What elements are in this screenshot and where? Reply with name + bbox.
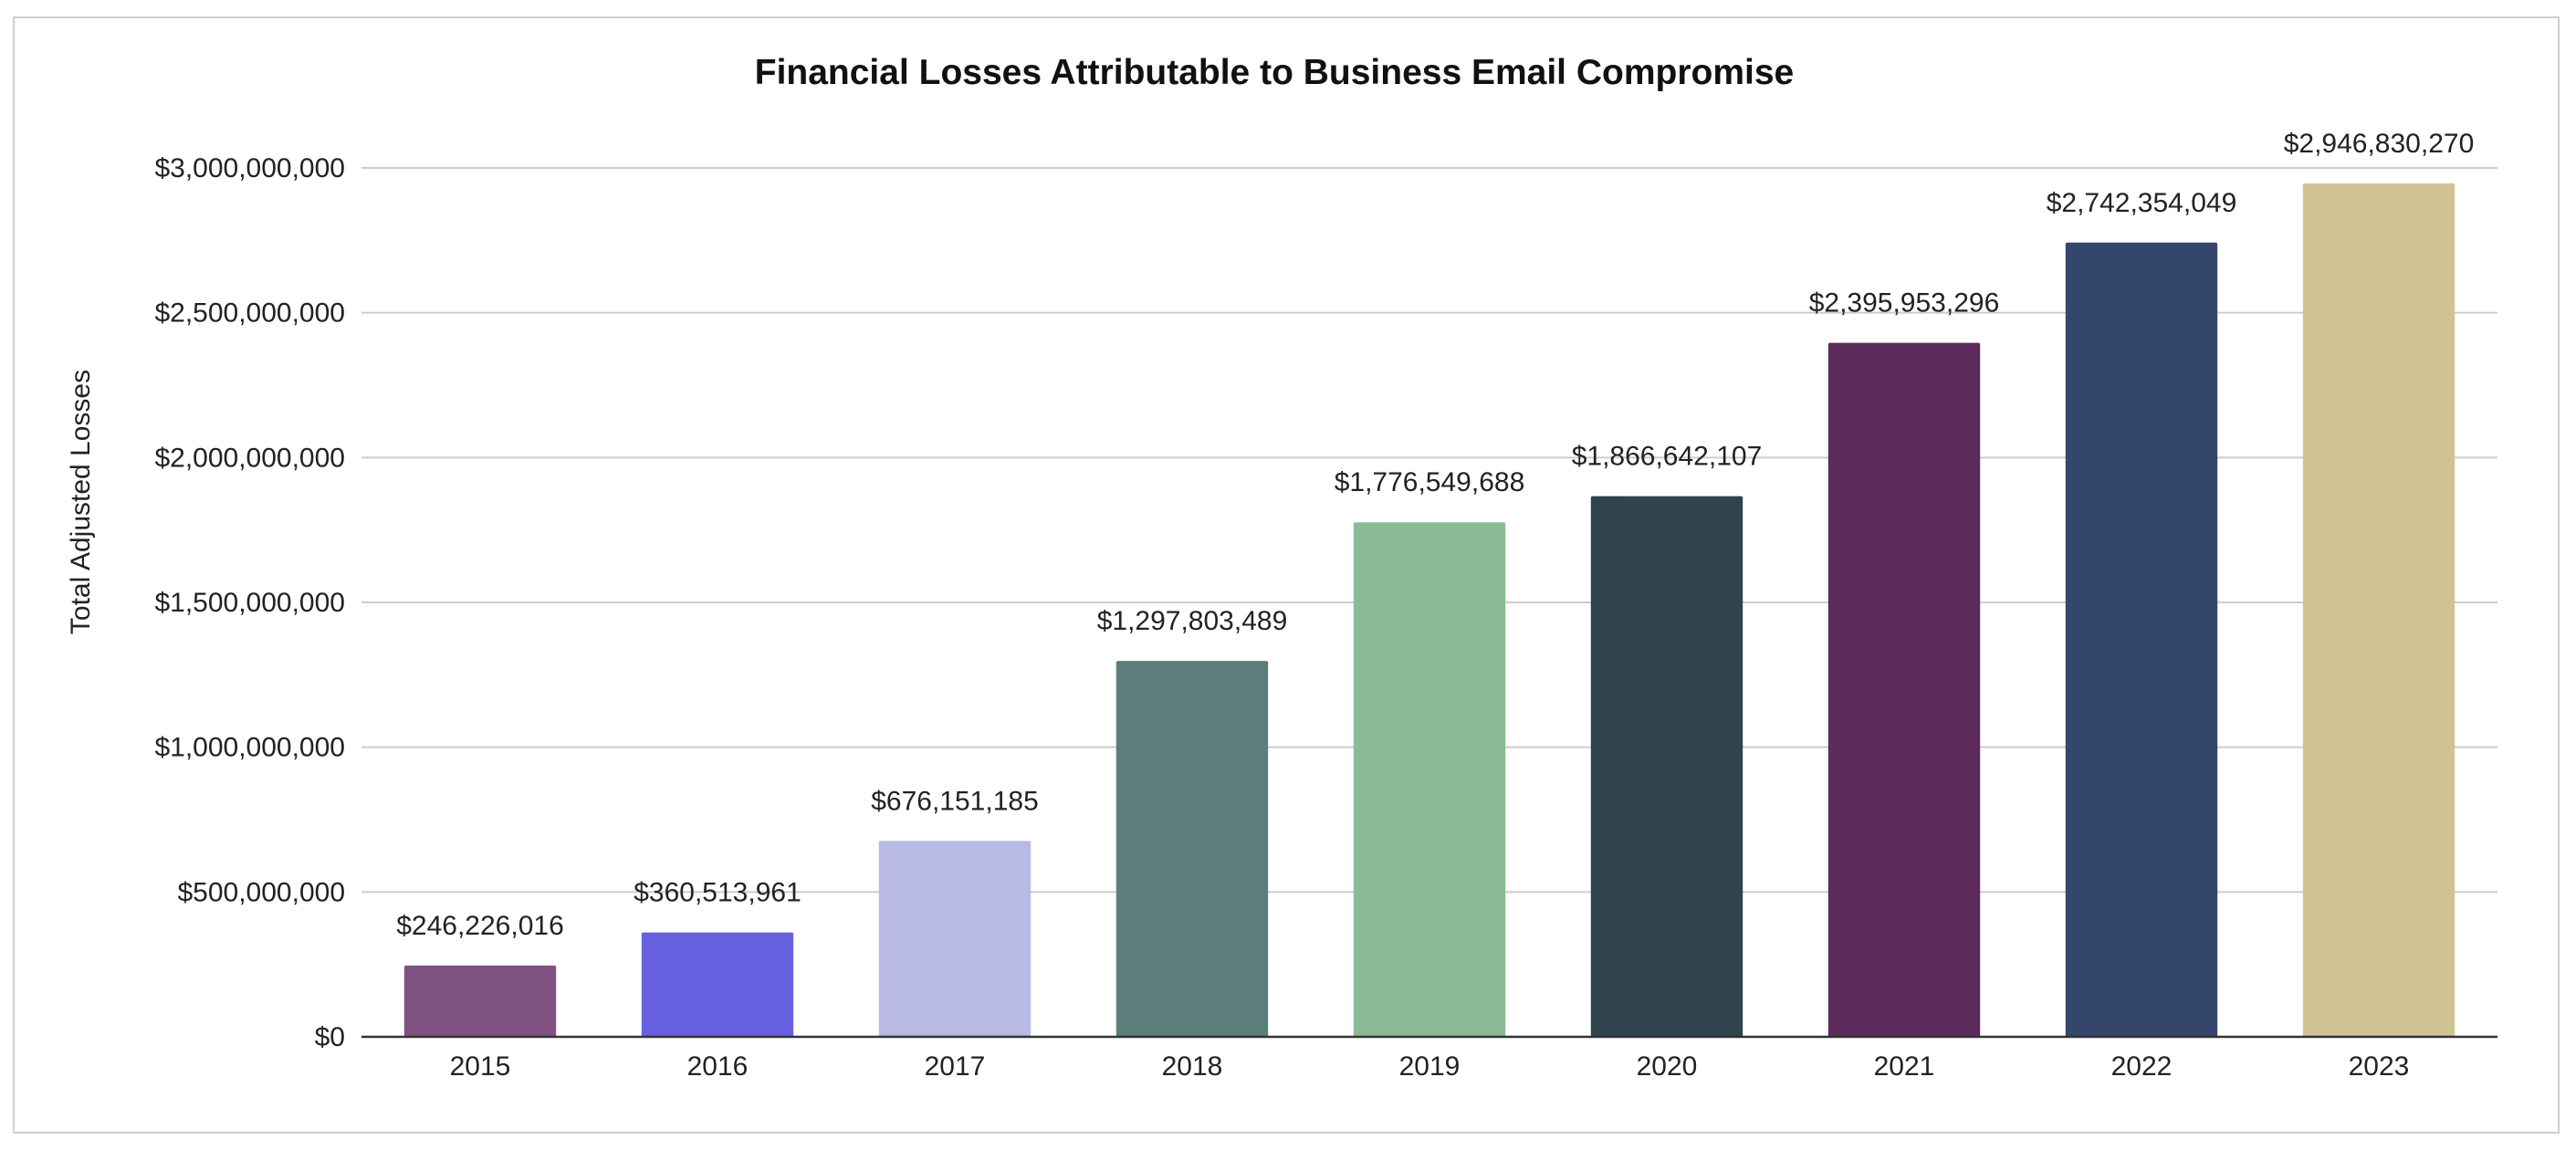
y-tick-label: $3,000,000,000 <box>154 153 345 183</box>
bar-2020 <box>1590 496 1744 1037</box>
bar-2017 <box>878 841 1031 1037</box>
bar-2018 <box>1115 661 1269 1037</box>
data-label-2022: $2,742,354,049 <box>2047 188 2237 218</box>
y-axis-label: Total Adjusted Losses <box>66 370 96 634</box>
bars <box>403 183 2456 1037</box>
x-tick-label: 2021 <box>1874 1051 1935 1082</box>
data-label-2016: $360,513,961 <box>634 878 801 908</box>
y-tick-label: $2,500,000,000 <box>154 298 345 329</box>
y-tick-labels: $0 $500,000,000 $1,000,000,000 $1,500,000,0… <box>154 153 345 1052</box>
bar-2023 <box>2302 183 2456 1037</box>
data-label-2019: $1,776,549,688 <box>1335 467 1525 497</box>
x-tick-label: 2017 <box>925 1051 986 1082</box>
bar-2015 <box>403 965 557 1037</box>
bar-2021 <box>1827 342 1981 1037</box>
data-label-2015: $246,226,016 <box>396 911 564 941</box>
x-tick-label: 2018 <box>1162 1051 1223 1082</box>
y-tick-label: $1,500,000,000 <box>154 588 345 618</box>
x-tick-labels: 2015 2016 2017 2018 2019 2020 2021 2022 2023 <box>450 1051 2410 1082</box>
bar-2016 <box>641 932 794 1037</box>
data-label-2020: $1,866,642,107 <box>1572 442 1763 472</box>
y-tick-label: $1,000,000,000 <box>154 733 345 763</box>
chart-title: Financial Losses Attributable to Busines… <box>755 53 1794 92</box>
data-labels: $246,226,016 $360,513,961 $676,151,185 $1,2… <box>396 129 2474 941</box>
x-tick-label: 2019 <box>1399 1051 1461 1082</box>
y-tick-label: $500,000,000 <box>177 877 345 907</box>
data-label-2018: $1,297,803,489 <box>1097 606 1288 636</box>
bar-2019 <box>1353 522 1506 1037</box>
x-tick-label: 2020 <box>1637 1051 1698 1082</box>
data-label-2021: $2,395,953,296 <box>1809 288 2000 319</box>
y-tick-label: $0 <box>315 1022 345 1052</box>
bar-2022 <box>2065 242 2218 1037</box>
x-tick-label: 2022 <box>2111 1051 2173 1082</box>
x-tick-label: 2015 <box>450 1051 511 1082</box>
data-label-2017: $676,151,185 <box>871 786 1039 816</box>
chart-frame: Financial Losses Attributable to Busines… <box>13 16 2560 1134</box>
data-label-2023: $2,946,830,270 <box>2284 129 2475 159</box>
x-tick-label: 2023 <box>2349 1051 2410 1082</box>
x-tick-label: 2016 <box>687 1051 749 1082</box>
bar-chart: Financial Losses Attributable to Busines… <box>66 53 2497 1082</box>
y-tick-label: $2,000,000,000 <box>154 443 345 473</box>
